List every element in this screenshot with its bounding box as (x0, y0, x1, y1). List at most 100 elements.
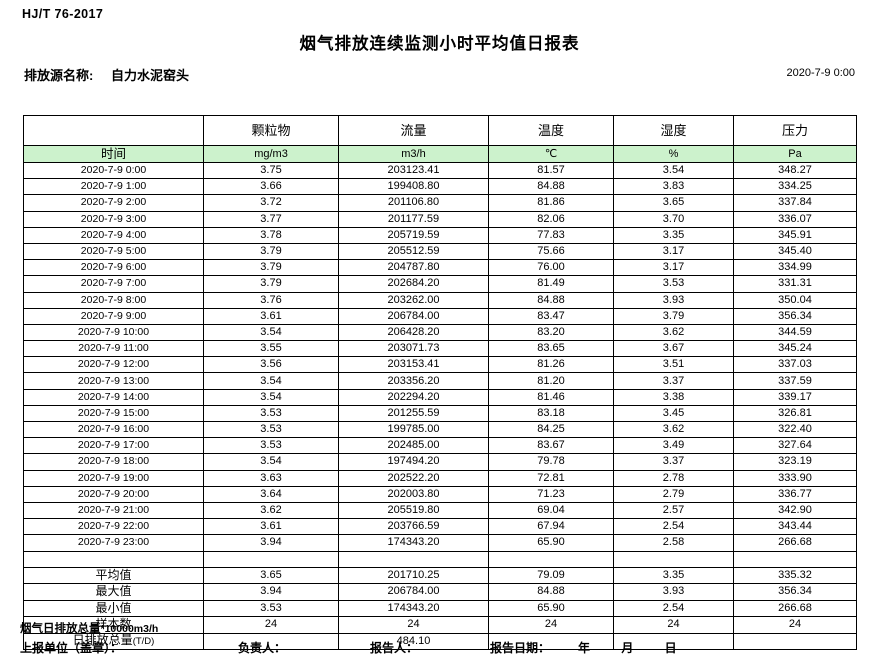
spacer-cell (23, 550, 204, 568)
cell-pressure: 345.91 (733, 226, 857, 244)
table-row: 2020-7-9 3:00 3.77 201177.59 82.06 3.70 336.0… (23, 210, 857, 228)
table-row: 2020-7-9 17:00 3.53 202485.00 83.67 3.49 327.… (23, 437, 857, 455)
cell-pressure: 343.44 (733, 518, 857, 536)
cell-humidity: 3.45 (613, 404, 734, 423)
cell-pressure: 345.24 (733, 340, 857, 358)
summary-temperature: 79.09 (488, 566, 614, 584)
summary-humidity: 3.35 (613, 566, 734, 584)
cell-flow: 206784.00 (338, 307, 489, 325)
cell-time: 2020-7-9 16:00 (23, 420, 204, 439)
cell-flow: 202485.00 (338, 437, 489, 455)
cell-flow: 203153.41 (338, 356, 489, 374)
cell-time: 2020-7-9 11:00 (23, 340, 204, 358)
table-row: 2020-7-9 5:00 3.79 205512.59 75.66 3.17 345.4… (23, 242, 857, 261)
header-parameter-4: 湿度 (613, 115, 734, 146)
standard-code: HJ/T 76-2017 (22, 7, 104, 21)
table-row: 2020-7-9 6:00 3.79 204787.80 76.00 3.17 334.9… (23, 259, 857, 277)
table-header-parameters: 颗粒物 流量 温度 湿度 压力 (23, 115, 857, 146)
cell-temperature: 83.20 (488, 323, 614, 342)
cell-particulate: 3.53 (203, 437, 339, 455)
summary-temperature: 65.90 (488, 599, 614, 617)
cell-pressure: 334.25 (733, 178, 857, 196)
cell-flow: 203356.20 (338, 372, 489, 390)
header-parameter-2: 流量 (338, 115, 489, 146)
table-summary-row: 平均值 3.65 201710.25 79.09 3.35 335.32 (23, 566, 857, 584)
cell-humidity: 2.54 (613, 518, 734, 536)
cell-particulate: 3.63 (203, 469, 339, 487)
cell-humidity: 3.53 (613, 275, 734, 293)
cell-particulate: 3.53 (203, 420, 339, 439)
cell-time: 2020-7-9 10:00 (23, 323, 204, 342)
cell-temperature: 81.49 (488, 275, 614, 293)
cell-temperature: 83.47 (488, 307, 614, 325)
table-row: 2020-7-9 4:00 3.78 205719.59 77.83 3.35 345.9… (23, 226, 857, 244)
cell-time: 2020-7-9 2:00 (23, 194, 204, 212)
cell-temperature: 84.25 (488, 420, 614, 439)
cell-humidity: 3.70 (613, 210, 734, 228)
cell-particulate: 3.64 (203, 485, 339, 503)
table-row: 2020-7-9 11:00 3.55 203071.73 83.65 3.67 345.… (23, 340, 857, 358)
cell-time: 2020-7-9 4:00 (23, 226, 204, 244)
cell-humidity: 2.78 (613, 469, 734, 487)
cell-flow: 203123.41 (338, 161, 489, 180)
table-row: 2020-7-9 19:00 3.63 202522.20 72.81 2.78 333.… (23, 469, 857, 487)
cell-flow: 202684.20 (338, 275, 489, 293)
table-row: 2020-7-9 1:00 3.66 199408.80 84.88 3.83 334.2… (23, 178, 857, 196)
cell-time: 2020-7-9 0:00 (23, 161, 204, 180)
spacer-cell (733, 550, 857, 568)
cell-flow: 204787.80 (338, 259, 489, 277)
cell-time: 2020-7-9 20:00 (23, 485, 204, 503)
cell-temperature: 79.78 (488, 453, 614, 471)
cell-particulate: 3.79 (203, 259, 339, 277)
spacer-cell (338, 550, 489, 568)
report-table-wrapper: 颗粒物 流量 温度 湿度 压力 时间 mg/m3 m3/h ℃% Pa 2020-7-9 0:00 3… (23, 115, 857, 650)
table-row: 2020-7-9 13:00 3.54 203356.20 81.20 3.37 337.… (23, 372, 857, 390)
header-blank-cell (23, 115, 204, 146)
report-datetime: 2020-7-9 0:00 (786, 67, 856, 79)
daily-total-label: 日排放总量(T/D) (23, 632, 204, 650)
cell-time: 2020-7-9 14:00 (23, 388, 204, 406)
cell-particulate: 3.61 (203, 307, 339, 325)
cell-pressure: 327.64 (733, 437, 857, 455)
cell-pressure: 323.19 (733, 453, 857, 471)
cell-flow: 205512.59 (338, 242, 489, 261)
cell-flow: 199408.80 (338, 178, 489, 196)
cell-pressure: 342.90 (733, 501, 857, 520)
report-date-label: 报告日期： (490, 641, 551, 655)
cell-time: 2020-7-9 1:00 (23, 178, 204, 196)
table-row: 2020-7-9 7:00 3.79 202684.20 81.49 3.53 331.3… (23, 275, 857, 293)
daily-total-flow: 484.10 (338, 632, 489, 650)
footer-note-tail: *10000m3/h (100, 623, 159, 635)
cell-particulate: 3.76 (203, 291, 339, 309)
cell-humidity: 3.37 (613, 372, 734, 390)
footer-note-main: 烟气日排放总量 (20, 623, 101, 635)
cell-humidity: 3.54 (613, 161, 734, 180)
summary-flow: 206784.00 (338, 583, 489, 601)
cell-time: 2020-7-9 21:00 (23, 501, 204, 520)
cell-time: 2020-7-9 17:00 (23, 437, 204, 455)
summary-temperature: 84.88 (488, 583, 614, 601)
cell-particulate: 3.54 (203, 388, 339, 406)
cell-flow: 203071.73 (338, 340, 489, 358)
table-row: 2020-7-9 21:00 3.62 205519.80 69.04 2.57 342.… (23, 501, 857, 520)
cell-pressure: 344.59 (733, 323, 857, 342)
footer-signature-line: 上报单位（盖章）： 负责人： 报告人： 报告日期： 年 月 日 (20, 639, 865, 657)
cell-pressure: 336.77 (733, 485, 857, 503)
table-header-units: 时间 mg/m3 m3/h ℃% Pa (23, 145, 857, 163)
cell-temperature: 84.88 (488, 178, 614, 196)
cell-humidity: 3.17 (613, 259, 734, 277)
cell-temperature: 81.57 (488, 161, 614, 180)
cell-pressure: 334.99 (733, 259, 857, 277)
cell-time: 2020-7-9 7:00 (23, 275, 204, 293)
report-date-field: 报告日期： 年 月 日 (490, 639, 691, 656)
cell-flow: 203766.59 (338, 518, 489, 536)
cell-time: 2020-7-9 15:00 (23, 404, 204, 423)
summary-label: 最小值 (23, 599, 204, 617)
cell-humidity: 3.62 (613, 323, 734, 342)
cell-pressure: 345.40 (733, 242, 857, 261)
cell-humidity: 2.58 (613, 534, 734, 552)
cell-time: 2020-7-9 23:00 (23, 534, 204, 552)
emission-source-row: 排放源名称: 自力水泥窑头 (24, 65, 189, 84)
header-unit-2: m3/h (338, 145, 489, 163)
